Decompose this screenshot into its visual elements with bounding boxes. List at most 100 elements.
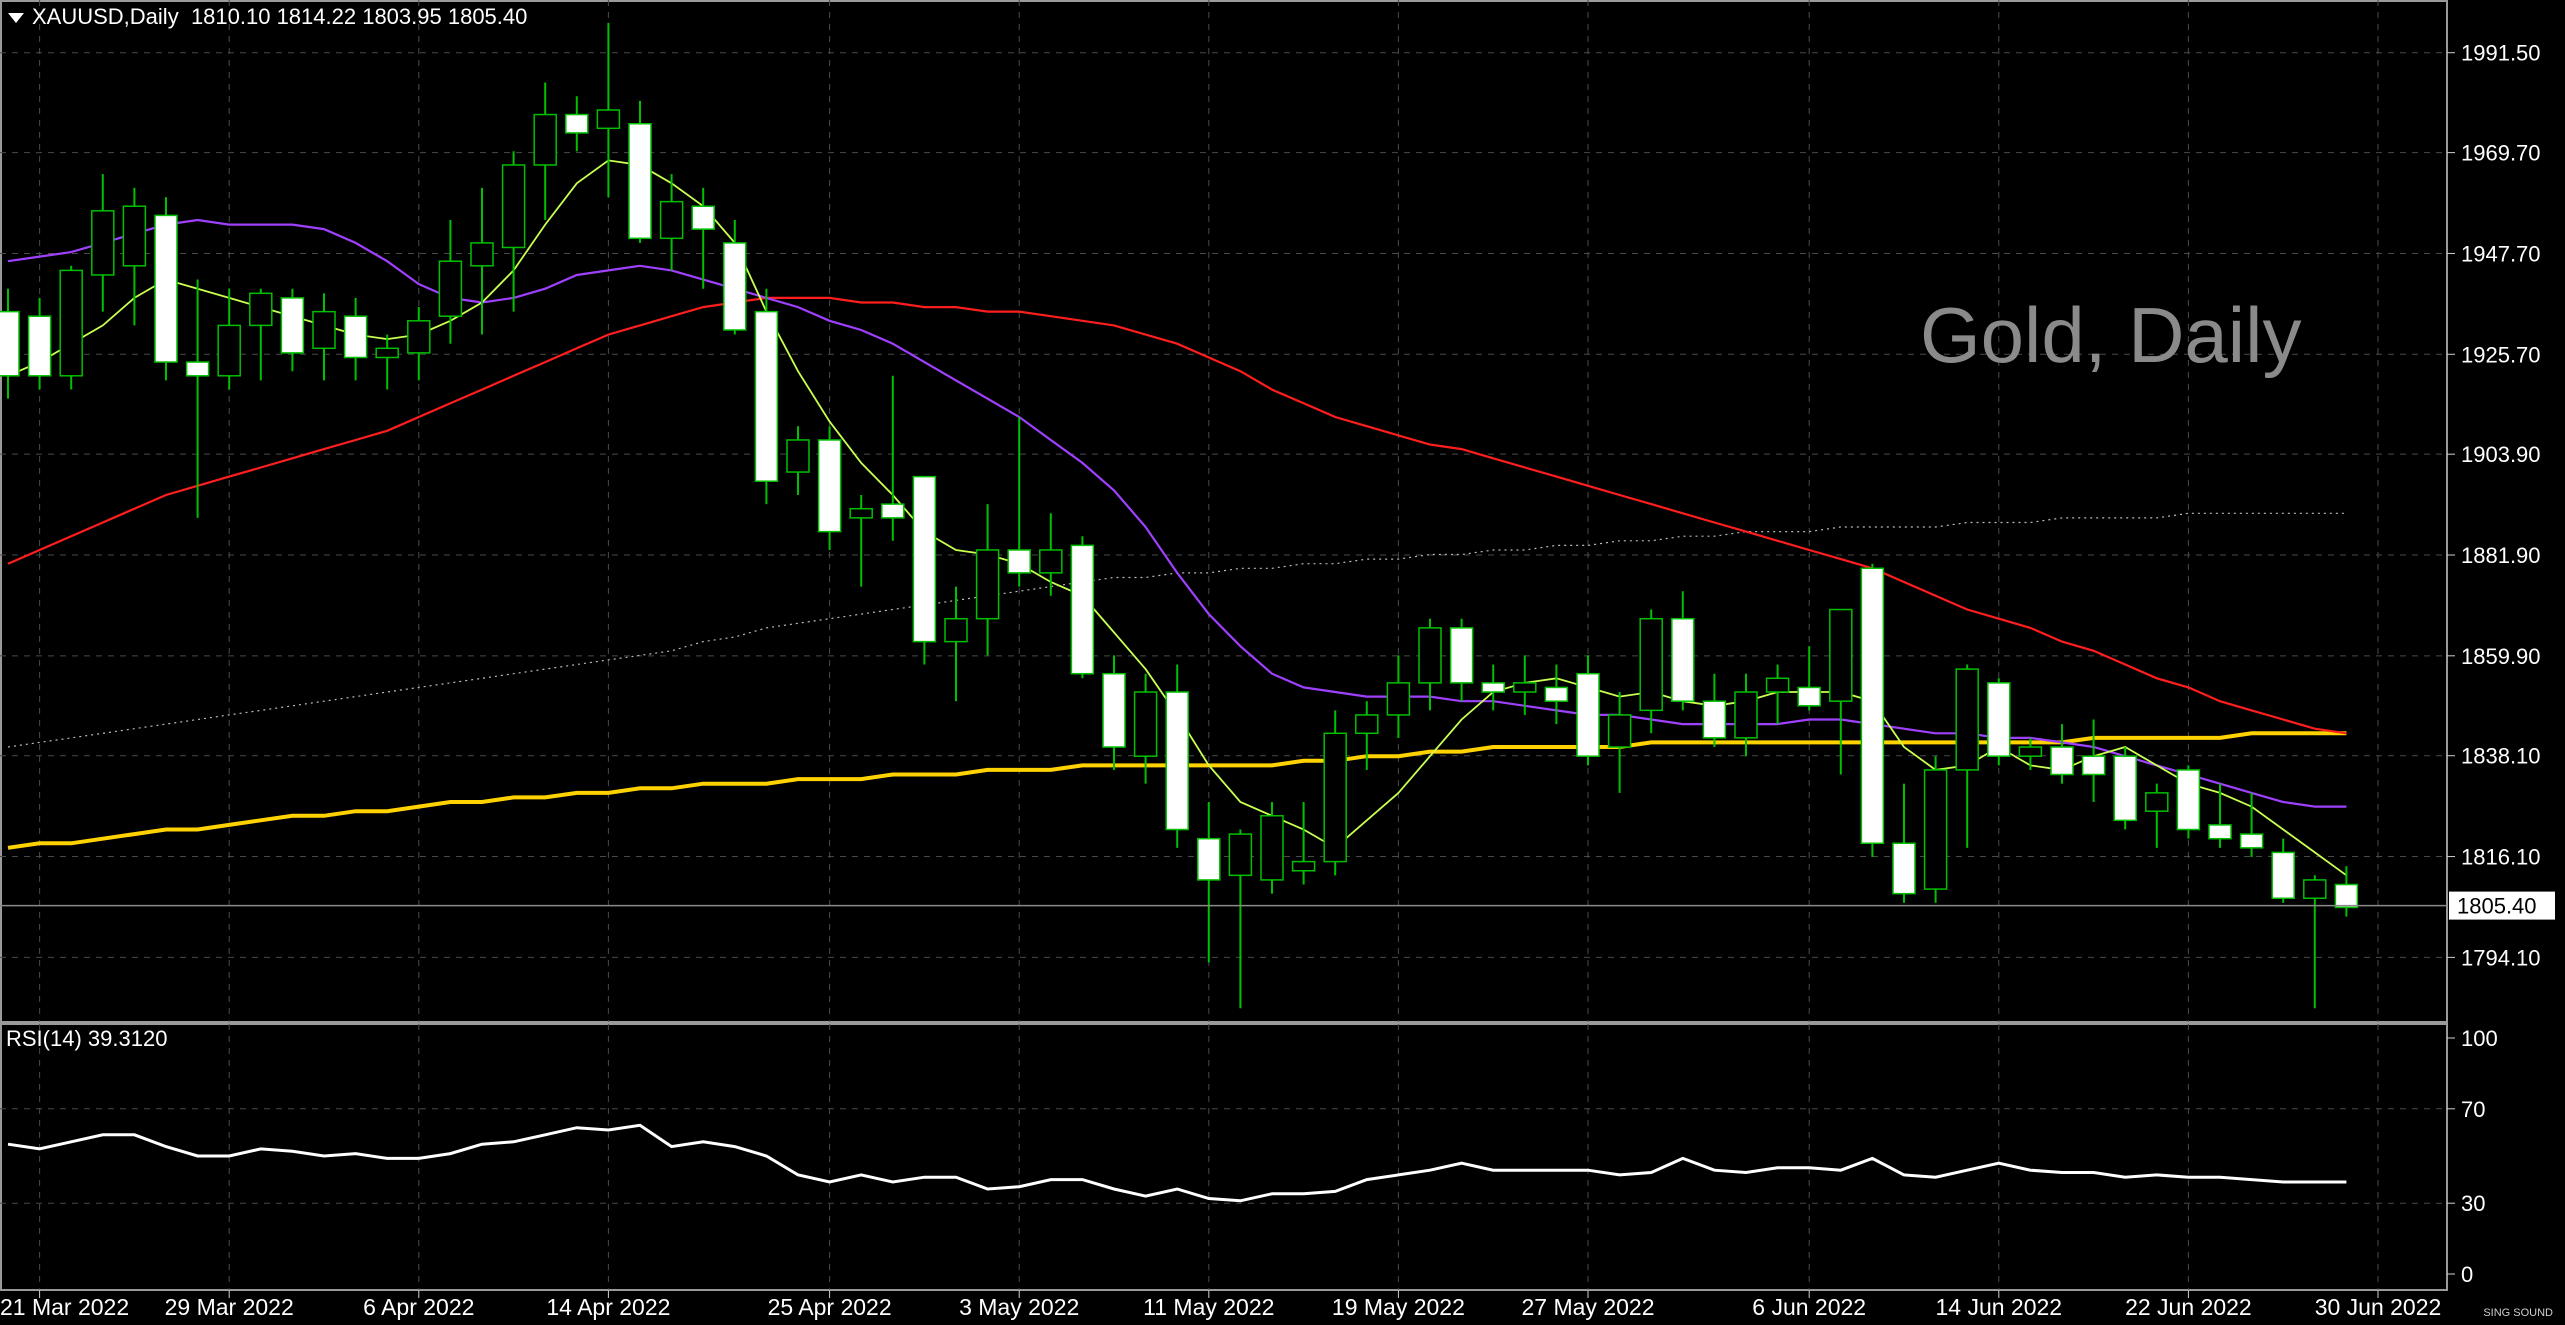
rsi-tick-label: 0 [2461,1262,2473,1287]
candle-body-bull [122,205,147,267]
candle-body-bear [1102,672,1126,748]
candle [2050,724,2074,784]
date-tick-label: 21 Mar 2022 [0,1294,129,1320]
candle-body-bull [1829,608,1853,702]
candle-body-bear [723,242,747,331]
candle-body-bull [2145,792,2169,812]
date-tick-label: 30 Jun 2022 [2315,1294,2442,1320]
candle [1418,618,1442,711]
candle-body-bear [2050,746,2074,776]
candle-body-bull [786,439,810,473]
candle [849,494,873,587]
candle-body-bull [1323,732,1347,863]
candle [628,100,652,243]
candle-body-bull [1765,677,1790,693]
candle-body-bear [343,315,368,359]
candle-body-bull [1955,668,1979,771]
candle [154,197,178,381]
candle-body-bear [565,113,589,134]
date-tick-label: 22 Jun 2022 [2125,1294,2252,1320]
candle-body-bull [944,617,968,643]
candle-body-bear [2176,769,2201,831]
candle [1070,536,1095,679]
candle [1449,618,1474,702]
candle-body-bull [470,242,494,267]
candle [312,293,336,381]
candle-body-bear [1165,691,1189,831]
candle [470,187,494,335]
candle-body-bull [1734,691,1758,739]
candle-body-bull [1228,833,1253,877]
candle [185,279,210,518]
date-tick-label: 29 Mar 2022 [165,1294,294,1320]
candle-body-bull [2018,746,2043,757]
candle [1955,664,1979,848]
candle-body-bull [1260,815,1284,881]
candle [1829,608,1853,775]
date-tick-label: 6 Jun 2022 [1752,1294,1866,1320]
candle [691,187,715,289]
candle-body-bear [1860,567,1885,845]
candle-body-bear [1544,686,1569,702]
rsi-tick-label: 70 [2461,1097,2485,1122]
candle [249,288,273,381]
candle [2176,765,2201,839]
candle-body-bear [154,214,178,363]
candle [565,96,589,152]
candle-body-bear [1702,700,1727,739]
candle-body-bull [849,507,873,519]
candle [407,307,431,381]
candle-body-bull [1639,617,1663,712]
candle-body-bull [217,324,241,377]
price-tick-label: 1925.70 [2461,342,2541,367]
candle [91,174,115,312]
candle-body-bear [691,205,715,230]
candle [2113,747,2137,830]
candle [2018,737,2043,770]
date-tick-label: 3 May 2022 [959,1294,1079,1320]
price-tick-label: 1991.50 [2461,41,2541,66]
candle [944,586,968,702]
candle-body-bull [1291,860,1316,872]
current-price-box [2449,891,2555,920]
date-tick-label: 11 May 2022 [1143,1294,1274,1320]
candle [596,22,621,198]
candle [1702,673,1727,748]
candle-body-bull [407,320,431,354]
ohlc-values: 1810.10 1814.22 1803.95 1805.40 [190,4,528,29]
candle [280,288,305,372]
rsi-panel: 100 70 30 0 [0,1026,2498,1287]
candle [2303,875,2327,1009]
candle [2208,783,2232,848]
dropdown-triangle-icon[interactable] [8,13,24,24]
rsi-tick-label: 100 [2461,1026,2498,1051]
candle [1987,678,2011,766]
candle [1291,802,1316,885]
candle-body-bull [1607,714,1632,748]
candle-body-bull [59,269,83,377]
candle [1197,802,1221,963]
candle-body-bear [27,315,52,377]
candle-body-bull [91,210,115,276]
candle [27,297,52,390]
price-tick-label: 1881.90 [2461,543,2541,568]
candle [1260,802,1284,894]
candle [659,174,684,271]
candle-body-bear [817,439,842,533]
candle-body-bear [1007,549,1031,574]
candle [217,288,241,390]
candle [1133,673,1158,784]
date-tick-label: 25 Apr 2022 [768,1294,892,1320]
candle [1513,655,1537,715]
ma-slow-line [7,296,2347,735]
date-tick-label: 14 Apr 2022 [546,1294,670,1320]
symbol-label: XAUUSD,Daily [32,4,179,29]
candle-body-bear [1576,672,1600,757]
candle-body-bear [628,122,652,240]
current-price-label: 1805.40 [2457,894,2537,919]
candle-body-bear [2113,755,2137,822]
candle-body-bull [1133,691,1158,757]
candle [1386,655,1411,738]
price-tick-label: 1794.10 [2461,945,2541,970]
